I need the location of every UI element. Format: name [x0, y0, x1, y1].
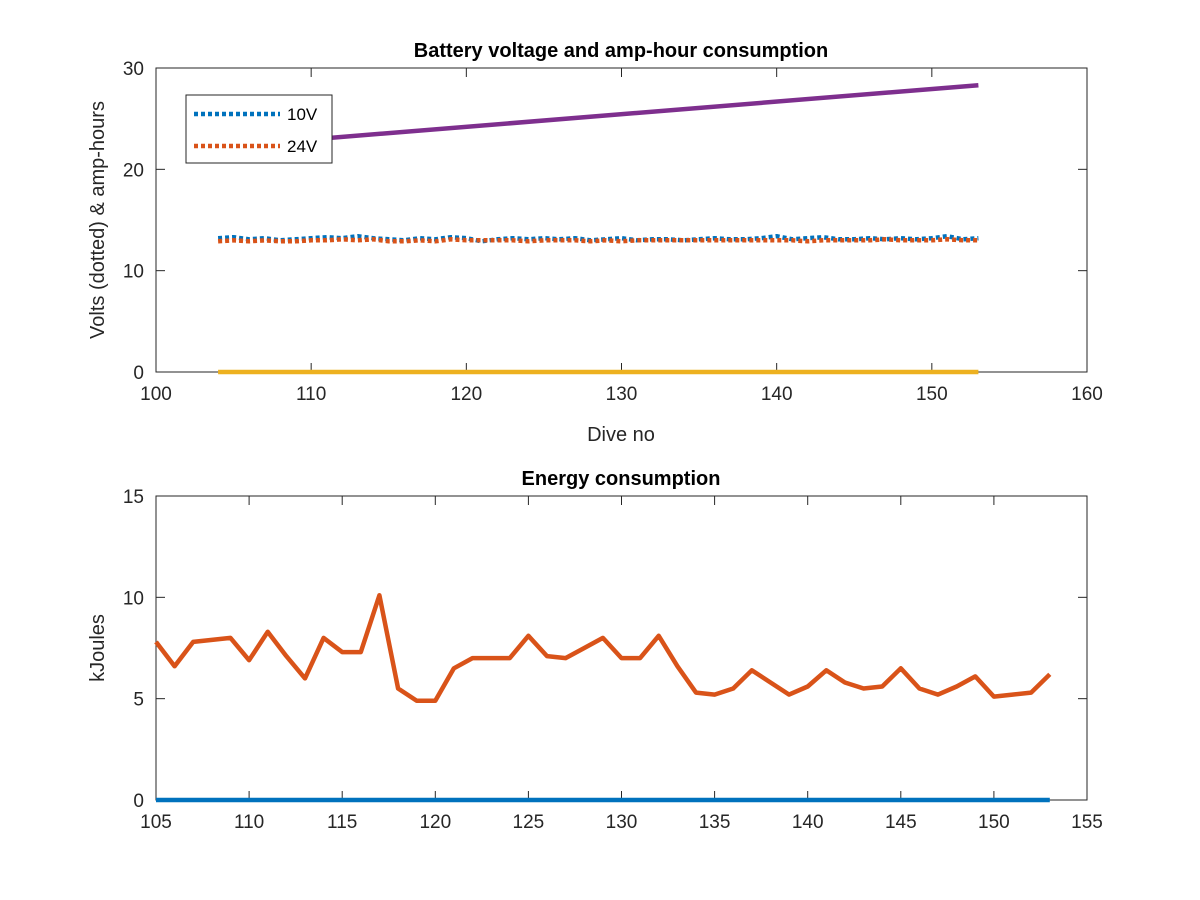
- voltage-chart: 100 110 120 130 140 150 160 0 10 20 30 Battery vo…: [87, 40, 1103, 446]
- voltage-chart-title: Battery voltage and amp-hour consumption: [414, 40, 828, 62]
- energy-series-line-0: [154, 593, 1052, 703]
- energy-y-tick-label: 0: [133, 791, 144, 812]
- energy-y-tick-label: 15: [123, 487, 144, 508]
- voltage-y-axis-label: Volts (dotted) & amp-hours: [87, 101, 109, 339]
- energy-y-ticks: 0 5 10 15: [123, 487, 1087, 812]
- energy-x-tick-label: 115: [327, 812, 357, 833]
- energy-x-tick-label: 150: [978, 812, 1010, 833]
- voltage-x-axis-label: Dive no: [587, 424, 655, 446]
- voltage-y-ticks: 0 10 20 30: [123, 59, 1087, 384]
- voltage-x-tick-label: 110: [296, 384, 326, 405]
- voltage-x-ticks: 100 110 120 130 140 150 160: [140, 68, 1103, 405]
- voltage-x-tick-label: 120: [450, 384, 482, 405]
- voltage-x-tick-label: 100: [140, 384, 172, 405]
- energy-chart-title: Energy consumption: [522, 468, 721, 490]
- energy-x-tick-label: 125: [513, 812, 545, 833]
- voltage-y-tick-label: 30: [123, 59, 144, 80]
- voltage-y-tick-label: 0: [133, 363, 144, 384]
- energy-x-tick-label: 140: [792, 812, 824, 833]
- voltage-legend: 10V 24V: [185, 94, 333, 164]
- voltage-series: [217, 82, 979, 375]
- energy-x-tick-label: 145: [885, 812, 917, 833]
- energy-x-tick-label: 105: [140, 812, 172, 833]
- energy-plot-area: [155, 495, 1088, 801]
- voltage-x-tick-label: 140: [761, 384, 793, 405]
- legend-label-10v: 10V: [287, 105, 318, 124]
- energy-x-tick-label: 155: [1071, 812, 1103, 833]
- energy-x-ticks: 105 110 115 120 125 130 135 140 145 150 155: [140, 496, 1103, 833]
- legend-box: [185, 94, 333, 164]
- voltage-x-tick-label: 130: [606, 384, 638, 405]
- voltage-y-tick-label: 20: [123, 160, 144, 181]
- voltage-x-tick-label: 160: [1071, 384, 1103, 405]
- energy-y-tick-label: 10: [123, 588, 144, 609]
- energy-y-axis-label: kJoules: [87, 614, 109, 682]
- voltage-x-tick-label: 150: [916, 384, 948, 405]
- energy-y-tick-label: 5: [133, 690, 144, 711]
- energy-x-tick-label: 110: [234, 812, 264, 833]
- voltage-series-24v: [217, 237, 979, 244]
- energy-chart: 105 110 115 120 125 130 135 140 145 150 155 0 5 10 15…: [87, 468, 1103, 833]
- energy-series: [154, 593, 1052, 803]
- voltage-y-tick-label: 10: [123, 262, 144, 283]
- legend-label-24v: 24V: [287, 137, 318, 156]
- energy-x-tick-label: 135: [699, 812, 731, 833]
- voltage-series-line-3: [217, 82, 979, 150]
- energy-x-tick-label: 130: [606, 812, 638, 833]
- energy-x-tick-label: 120: [419, 812, 451, 833]
